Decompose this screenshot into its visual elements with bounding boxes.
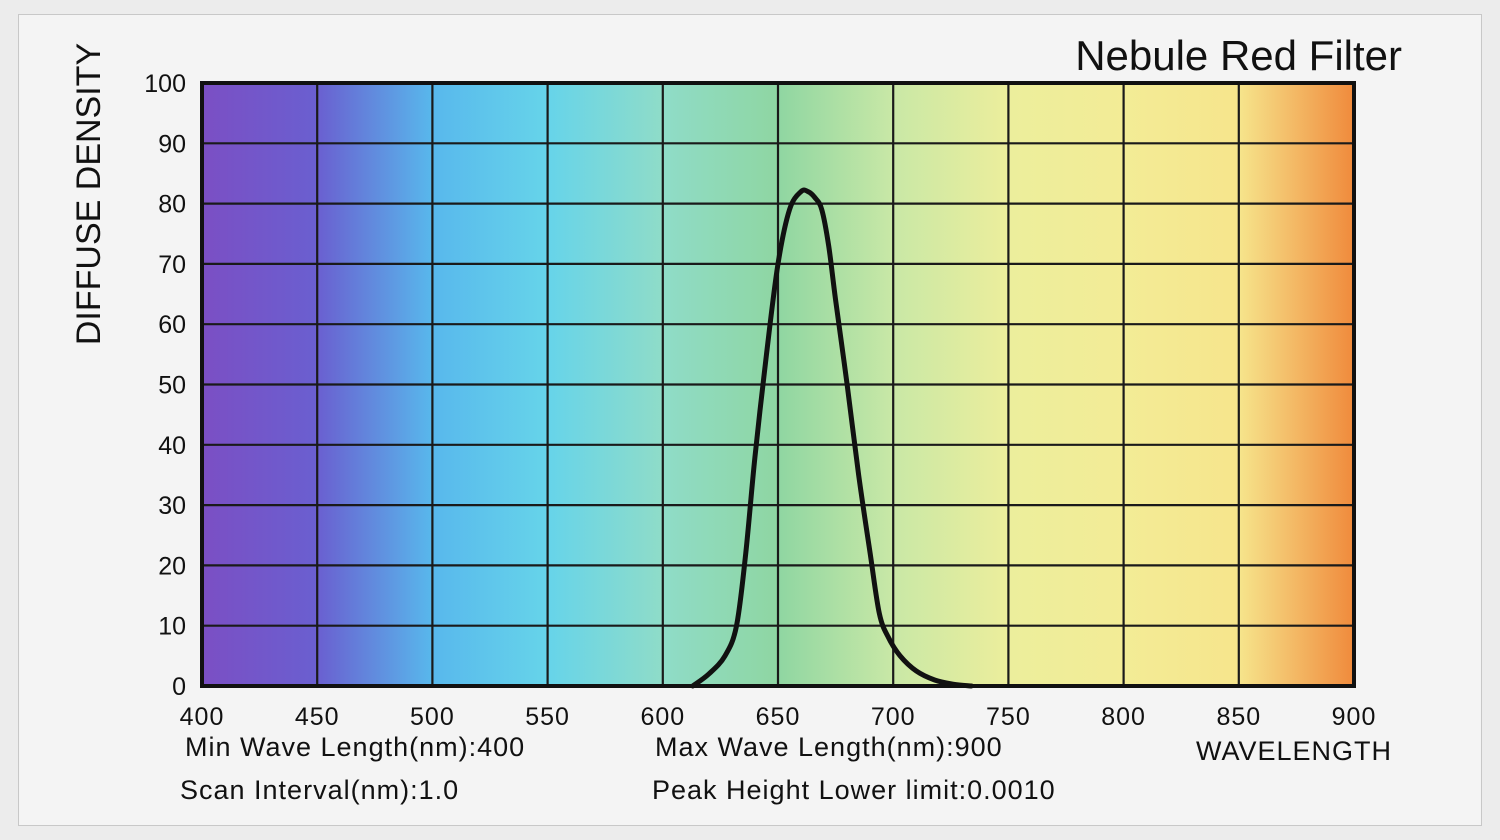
x-tick-600: 600: [640, 703, 685, 731]
plot-frame: [200, 81, 1356, 688]
y-tick-90: 90: [158, 130, 186, 158]
x-tick-750: 750: [986, 703, 1031, 731]
x-tick-500: 500: [410, 703, 455, 731]
x-tick-400: 400: [180, 703, 225, 731]
y-axis-label: DIFFUSE DENSITY: [70, 43, 108, 345]
y-tick-0: 0: [172, 673, 186, 701]
y-tick-30: 30: [158, 492, 186, 520]
min-wave-length-text: Min Wave Length(nm):400: [185, 732, 525, 762]
chart-title: Nebule Red Filter: [1075, 32, 1402, 79]
x-tick-850: 850: [1216, 703, 1261, 731]
series-line-nebule-red-filter: [690, 187, 975, 689]
x-tick-650: 650: [756, 703, 801, 731]
x-tick-900: 900: [1332, 703, 1377, 731]
peak-height-lower-limit-text: Peak Height Lower limit:0.0010: [652, 775, 1056, 805]
x-axis-label: WAVELENGTH: [1196, 736, 1392, 766]
y-tick-50: 50: [158, 372, 186, 400]
y-tick-10: 10: [158, 613, 186, 641]
x-tick-labels: 400 450 500 550 600 650 700 750 800 850 900: [180, 703, 1377, 731]
y-tick-80: 80: [158, 191, 186, 219]
x-tick-800: 800: [1101, 703, 1146, 731]
max-wave-length-text: Max Wave Length(nm):900: [655, 732, 1003, 762]
x-tick-550: 550: [525, 703, 570, 731]
y-tick-40: 40: [158, 432, 186, 460]
y-tick-labels: 0 10 20 30 40 50 60 70 80 90 100: [144, 70, 186, 701]
y-tick-100: 100: [144, 70, 186, 98]
y-tick-60: 60: [158, 311, 186, 339]
scan-interval-text: Scan Interval(nm):1.0: [180, 775, 459, 805]
x-tick-450: 450: [295, 703, 340, 731]
x-tick-700: 700: [871, 703, 916, 731]
y-tick-70: 70: [158, 251, 186, 279]
y-tick-20: 20: [158, 552, 186, 580]
